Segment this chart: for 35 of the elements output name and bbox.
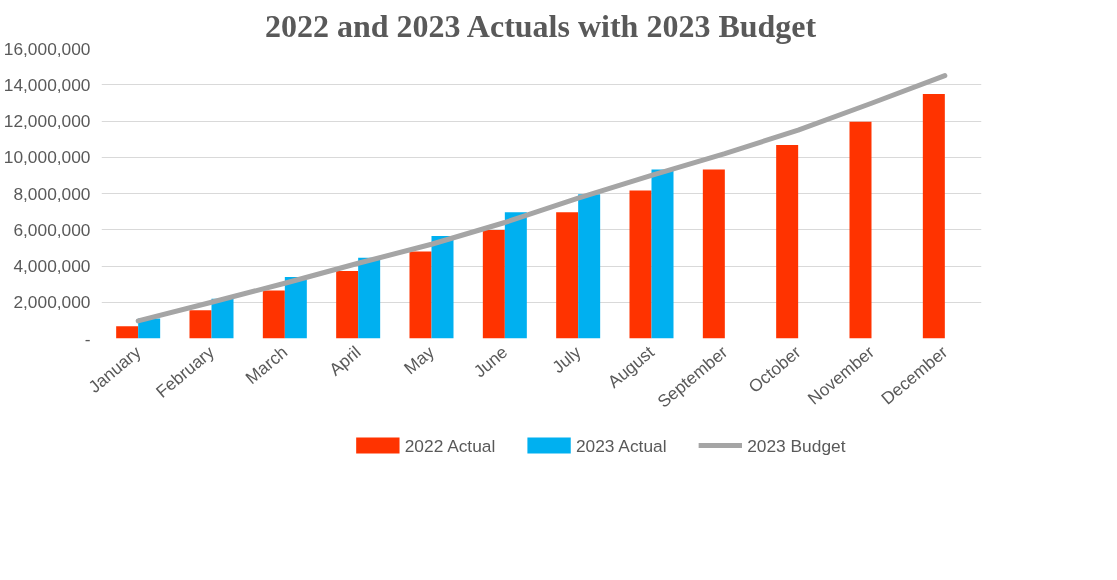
bar [189,310,212,339]
legend-label: 2023 Actual [575,435,667,456]
bar [629,190,652,339]
x-tick-label: June [469,341,512,382]
legend-label: 2023 Budget [747,435,846,456]
bar [211,298,234,339]
bar [578,194,601,339]
y-tick-label: - [84,328,91,349]
y-tick-label: 16,000,000 [3,38,91,59]
y-tick-label: 14,000,000 [3,74,91,95]
x-tick-label: July [548,341,585,377]
bar [556,212,579,339]
bar [431,236,454,339]
bar [702,169,725,339]
y-tick-label: 6,000,000 [13,219,91,240]
y-tick-label: 4,000,000 [13,256,91,276]
bar [922,93,945,339]
bar [776,145,799,339]
y-tick-label: 10,000,000 [3,147,91,168]
y-tick-label: 12,000,000 [3,111,91,131]
bar [358,257,381,339]
bar [116,326,139,339]
bar [482,229,505,339]
bar [336,271,359,339]
legend-label: 2022 Actual [404,435,496,456]
bar [504,212,527,339]
y-tick-label: 8,000,000 [13,183,91,204]
y-tick-label: 2,000,000 [13,292,91,313]
bar [651,169,674,339]
chart-title: 2022 and 2023 Actuals with 2023 Budget [265,7,817,44]
bar [262,290,285,339]
bar [849,121,872,339]
bar [284,276,307,339]
bar [409,251,432,339]
x-tick-label: May [400,341,439,379]
